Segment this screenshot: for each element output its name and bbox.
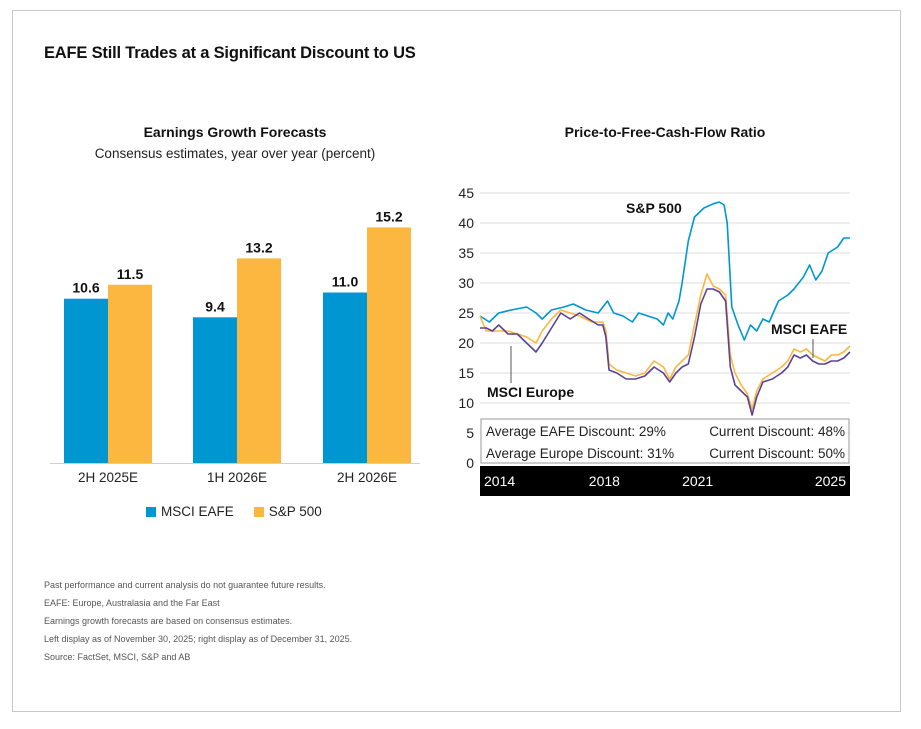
bar-chart-title: Earnings Growth Forecasts: [143, 124, 327, 140]
footnote: Past performance and current analysis do…: [44, 580, 326, 590]
series-line: [480, 288, 851, 416]
bar-eafe: [193, 317, 237, 463]
bar-value-label: 11.5: [117, 266, 144, 282]
bar-sp500: [237, 258, 281, 463]
y-tick-label: 20: [458, 335, 474, 351]
series-line: [479, 201, 850, 341]
x-tick-label: 2018: [589, 473, 620, 489]
y-tick-label: 5: [466, 425, 474, 441]
footnote: Earnings growth forecasts are based on c…: [44, 616, 293, 626]
legend-swatch-eafe: [146, 506, 156, 517]
bar-category-label: 2H 2026E: [337, 470, 397, 485]
bar-value-label: 11.0: [332, 274, 359, 290]
footnote: EAFE: Europe, Australasia and the Far Ea…: [44, 598, 220, 608]
series-label-eafe: MSCI EAFE: [771, 321, 847, 337]
annotation-left-text: Average EAFE Discount: 29%: [486, 424, 666, 439]
series-line: [479, 273, 851, 410]
y-tick-label: 45: [458, 185, 474, 201]
bar-value-label: 10.6: [72, 280, 99, 296]
page-title: EAFE Still Trades at a Significant Disco…: [44, 44, 416, 62]
bar-sp500: [108, 284, 152, 463]
y-tick-label: 40: [458, 215, 474, 231]
legend-swatch-sp500: [253, 506, 264, 517]
y-tick-label: 10: [458, 395, 474, 411]
bar-value-label: 15.2: [375, 208, 402, 224]
y-tick-label: 0: [466, 455, 474, 471]
bar-category-label: 2H 2025E: [78, 470, 138, 485]
y-tick-label: 35: [458, 245, 474, 261]
annotation-right-text: Current Discount: 48%: [709, 424, 845, 439]
legend-item-sp500: S&P 500: [253, 504, 322, 519]
legend-label-eafe: MSCI EAFE: [161, 504, 234, 519]
bar-sp500: [367, 227, 411, 463]
bar-value-label: 9.4: [205, 298, 225, 314]
y-tick-label: 25: [458, 305, 474, 321]
footnote: Source: FactSet, MSCI, S&P and AB: [44, 652, 191, 662]
y-tick-label: 15: [458, 365, 474, 381]
chart-card: [12, 10, 901, 712]
bar-value-label: 13.2: [245, 239, 272, 255]
bar-legend: MSCI EAFE S&P 500: [146, 504, 342, 519]
x-tick-label: 2014: [484, 473, 515, 489]
footnotes: Past performance and current analysis do…: [44, 576, 352, 666]
legend-label-sp500: S&P 500: [268, 504, 322, 519]
x-tick-label: 2025: [815, 473, 846, 489]
bar-eafe: [323, 292, 367, 463]
footnote: Left display as of November 30, 2025; ri…: [44, 634, 353, 644]
x-tick-label: 2021: [682, 473, 713, 489]
y-tick-label: 30: [458, 275, 474, 291]
annotation-left-text: Average Europe Discount: 31%: [486, 446, 674, 461]
bar-eafe: [64, 298, 108, 463]
x-axis-band: [480, 466, 850, 496]
line-chart-title: Price-to-Free-Cash-Flow Ratio: [564, 124, 766, 140]
bar-chart-subtitle: Consensus estimates, year over year (per…: [94, 146, 376, 161]
series-label-sp500: S&P 500: [626, 200, 682, 216]
discount-annotation-box: [480, 418, 850, 464]
legend-item-eafe: MSCI EAFE: [146, 504, 234, 519]
annotation-right-text: Current Discount: 50%: [709, 446, 845, 461]
series-label-europe: MSCI Europe: [487, 384, 574, 400]
bar-category-label: 1H 2026E: [207, 470, 267, 485]
